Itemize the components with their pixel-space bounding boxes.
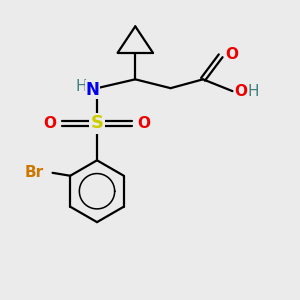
- Text: O: O: [225, 47, 238, 62]
- Text: S: S: [91, 115, 103, 133]
- Text: O: O: [234, 84, 247, 99]
- Text: H: H: [248, 84, 259, 99]
- Text: H: H: [75, 79, 87, 94]
- Text: Br: Br: [25, 165, 44, 180]
- Text: O: O: [44, 116, 56, 131]
- Text: O: O: [138, 116, 151, 131]
- Text: N: N: [85, 81, 100, 99]
